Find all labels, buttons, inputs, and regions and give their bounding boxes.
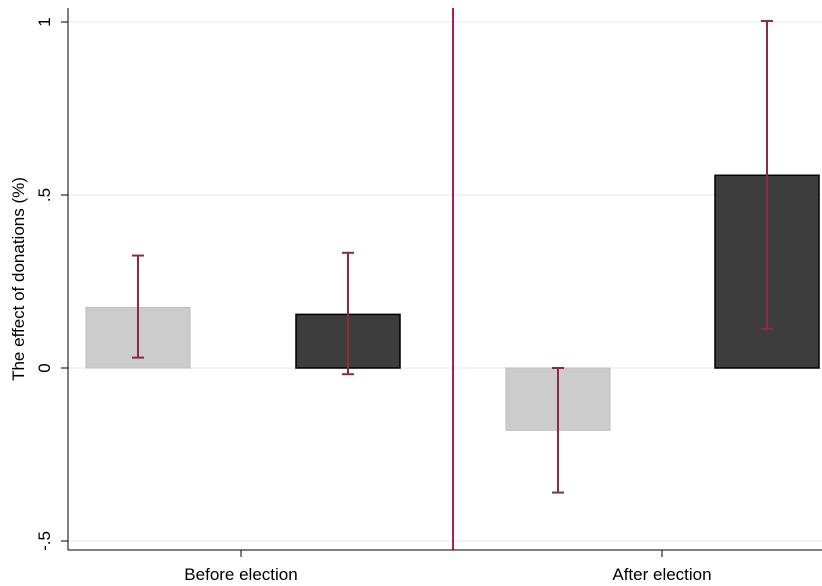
y-tick-label: .5 bbox=[35, 188, 54, 202]
grid-lines bbox=[68, 21, 822, 542]
axes: Before election After election -.5 0 .5 1 bbox=[35, 8, 822, 584]
error-bars bbox=[132, 19, 773, 494]
y-tick-label: -.5 bbox=[35, 531, 54, 551]
y-tick-label: 1 bbox=[35, 17, 54, 26]
x-tick-label: After election bbox=[612, 565, 711, 584]
y-axis-label: The effect of donations (%) bbox=[9, 177, 28, 381]
y-tick-label: 0 bbox=[35, 363, 54, 372]
x-tick-label: Before election bbox=[184, 565, 297, 584]
